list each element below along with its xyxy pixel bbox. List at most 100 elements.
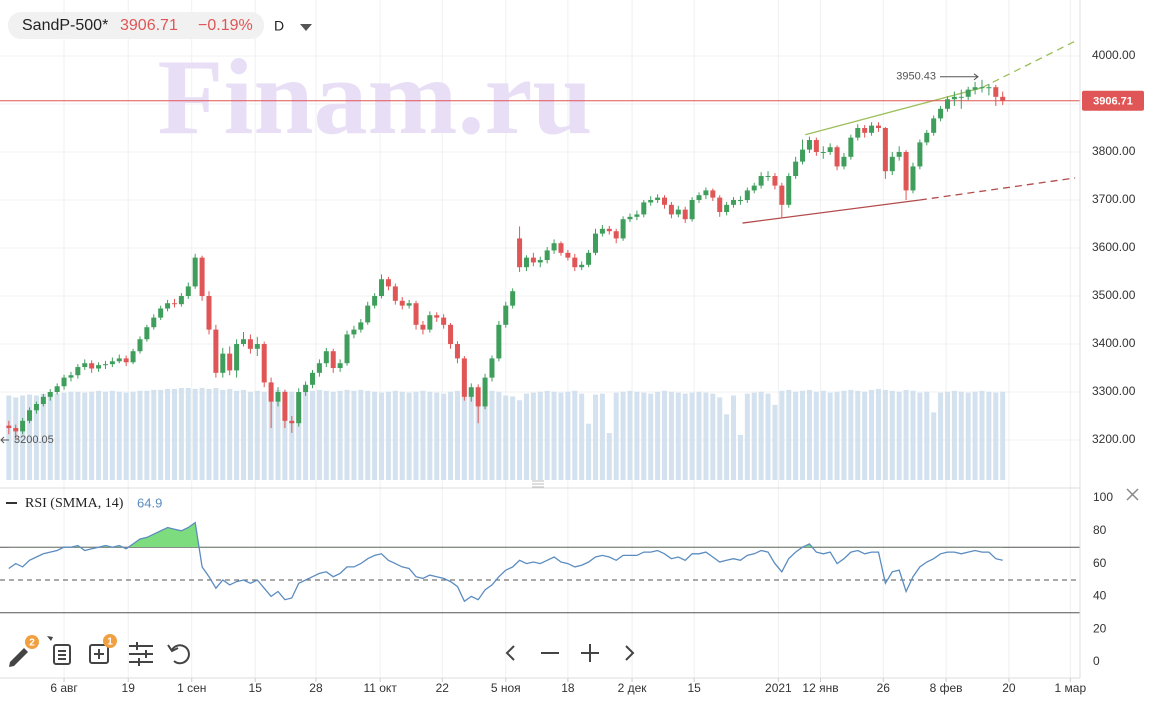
candle-body <box>192 257 198 287</box>
candle-body <box>109 361 115 365</box>
x-tick-label: 18 <box>561 681 575 695</box>
candle-body <box>385 279 391 287</box>
volume-bar <box>496 391 502 480</box>
draw-tool[interactable] <box>9 635 39 667</box>
volume-bar <box>68 391 74 480</box>
candle-body <box>351 329 357 335</box>
symbol-pill[interactable] <box>8 12 264 39</box>
volume-bar <box>634 391 640 480</box>
rsi-tick-label: 20 <box>1093 621 1107 635</box>
volume-bar <box>662 390 668 480</box>
volume-bar <box>855 390 861 480</box>
candle-body <box>855 128 861 138</box>
rsi-tick-label: 40 <box>1093 589 1107 603</box>
candle-body <box>116 358 122 362</box>
volume-bar <box>96 390 102 480</box>
candle-body <box>689 200 695 220</box>
candle-body <box>316 363 322 373</box>
volume-bar <box>938 392 944 480</box>
volume-bar <box>109 390 115 480</box>
candle-body <box>724 204 730 213</box>
candle-body <box>489 358 495 378</box>
volume-bar <box>54 393 60 480</box>
volume-bar <box>185 388 191 480</box>
panel-handle[interactable] <box>532 480 544 488</box>
settings[interactable] <box>129 642 153 666</box>
candle-body <box>268 382 274 402</box>
low-arrow <box>0 436 9 444</box>
candle-body <box>68 375 74 378</box>
candle-body <box>275 392 281 402</box>
objects-list[interactable] <box>53 644 71 665</box>
volume-bar <box>544 390 550 480</box>
low-annotation: 3200.05 <box>14 434 54 446</box>
candle-body <box>558 243 564 253</box>
candle-body <box>800 149 806 162</box>
candle-body <box>903 152 909 191</box>
x-tick-label: 20 <box>1002 681 1016 695</box>
candle-body <box>579 264 585 268</box>
nav-controls[interactable] <box>505 644 635 662</box>
volume-bar <box>392 390 398 480</box>
volume-bar <box>61 392 67 480</box>
volume-bar <box>289 391 295 480</box>
candle-body <box>834 147 840 167</box>
candle-body <box>379 279 385 297</box>
y-tick-label: 3700.00 <box>1092 192 1136 206</box>
candle-body <box>510 291 516 306</box>
y-tick-label: 3300.00 <box>1092 384 1136 398</box>
candle-body <box>972 87 978 90</box>
volume-bar <box>482 389 488 480</box>
rsi-tick-label: 100 <box>1093 490 1113 504</box>
y-tick-label: 3200.00 <box>1092 432 1136 446</box>
volume-bar <box>261 391 267 480</box>
close-panel[interactable] <box>1126 488 1139 501</box>
candle-body <box>234 344 240 371</box>
candle-body <box>910 166 916 191</box>
candle-body <box>337 363 343 369</box>
symbol-change: −0.19% <box>198 17 253 34</box>
candle-body <box>848 137 854 157</box>
volume-bar <box>958 391 964 480</box>
volume-bar <box>372 391 378 480</box>
rsi-value: 64.9 <box>137 495 162 510</box>
volume-bar <box>648 393 654 480</box>
volume-bar <box>627 390 633 480</box>
candle-body <box>40 396 46 405</box>
candle-body <box>765 176 771 178</box>
candle-body <box>875 125 881 129</box>
volume-bar <box>751 392 757 480</box>
candle-body <box>47 392 53 397</box>
volume-bar <box>710 393 716 480</box>
candle-body <box>227 353 233 371</box>
timeframe-dropdown[interactable] <box>300 24 312 31</box>
volume-layer <box>6 388 1006 480</box>
volume-bar <box>703 392 709 480</box>
candle-body <box>434 315 440 318</box>
x-tick-label: 15 <box>249 681 263 695</box>
volume-bar <box>951 390 957 480</box>
volume-bar <box>123 392 129 480</box>
volume-bar <box>827 392 833 480</box>
volume-bar <box>220 389 226 480</box>
volume-bar <box>731 395 737 480</box>
volume-bar <box>924 391 930 480</box>
reset[interactable] <box>167 644 190 665</box>
candle-body <box>882 128 888 172</box>
candle-body <box>869 125 875 133</box>
candle-body <box>165 303 171 309</box>
candle-body <box>296 392 302 424</box>
trend-line <box>981 40 1076 89</box>
add-indicator[interactable] <box>89 634 117 664</box>
candle-body <box>993 87 999 97</box>
tool-arrow[interactable] <box>47 636 53 641</box>
candle-body <box>220 353 226 373</box>
volume-bar <box>303 391 309 480</box>
timeframe[interactable]: D <box>274 18 284 34</box>
volume-bar <box>316 389 322 480</box>
volume-bar <box>530 392 536 480</box>
candle-body <box>33 404 39 411</box>
volume-bar <box>461 389 467 480</box>
candle-body <box>454 344 460 359</box>
candle-body <box>82 363 88 368</box>
